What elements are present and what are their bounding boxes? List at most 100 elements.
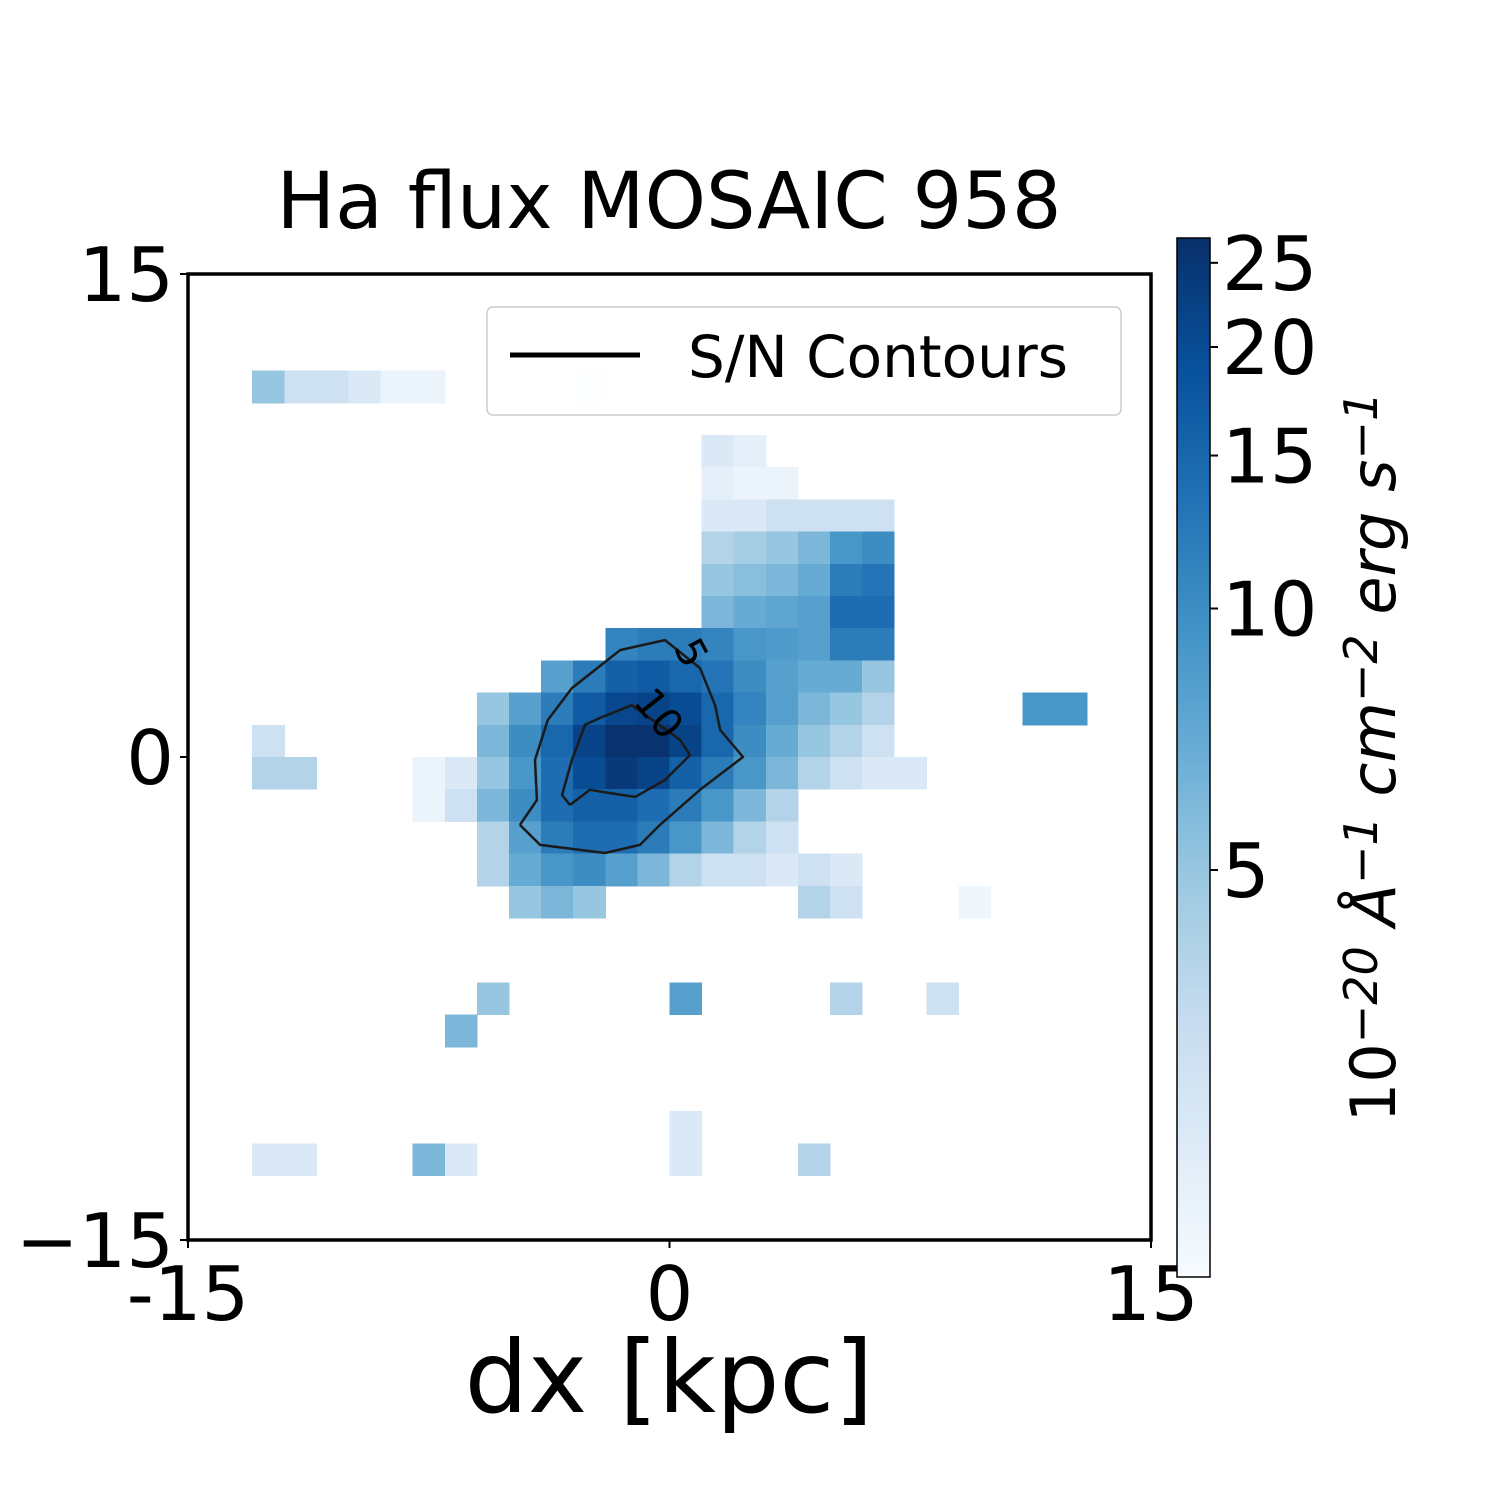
heatmap-cell [765,692,799,726]
heatmap-cell [476,692,510,726]
colorbar-tick-label: 10 [1222,566,1317,654]
heatmap-cell [444,789,478,822]
heatmap-cell [765,853,799,887]
colorbar-tick-label: 5 [1222,827,1270,915]
heatmap-cell [669,853,703,887]
heatmap-cell [412,370,446,404]
heatmap-cell [1022,692,1056,726]
heatmap-cell [252,370,285,404]
heatmap-cell [573,853,606,887]
heatmap-cell [797,596,831,629]
heatmap-cell [476,853,510,887]
heatmap-cell [765,531,799,565]
y-tick-label: 15 [79,231,174,319]
heatmap-cell [733,531,767,565]
heatmap-cell [733,628,767,661]
heatmap-cell [701,467,735,500]
heatmap-cell [830,499,863,533]
heatmap-cell [476,789,510,822]
heatmap-cell [509,885,542,919]
heatmap-cell [765,628,799,661]
heatmap-cell [733,467,767,500]
colorbar-label-part: Å [1337,884,1410,946]
heatmap-cell [830,563,863,597]
heatmap-cell [765,821,799,855]
heatmap-cell [637,853,670,887]
heatmap-cell [830,531,863,565]
heatmap-cell [476,757,510,790]
heatmap-cell [862,596,895,629]
heatmap-cell [830,757,863,790]
heatmap-cell [509,692,542,726]
heatmap-cell [701,821,735,855]
heatmap-cell [380,370,414,404]
colorbar-label-part: 10 [1337,1043,1410,1122]
heatmap-cell [830,596,863,629]
heatmap-cell [765,660,799,694]
heatmap-cell [573,885,606,919]
heatmap-cell [476,821,510,855]
heatmap-cell [733,499,767,533]
heatmap-cell [765,789,799,822]
x-axis-label: dx [kpc] [465,1319,874,1436]
heatmap [252,370,1088,1177]
heatmap-cell [797,563,831,597]
contour-line [518,638,745,855]
heatmap-cell [862,563,895,597]
heatmap-cell [862,660,895,694]
heatmap-cell [862,628,895,661]
heatmap-cell [797,531,831,565]
heatmap-cell [765,563,799,597]
heatmap-cell [637,660,670,694]
heatmap-cell [348,370,382,404]
heatmap-cell [669,821,703,855]
heatmap-cell [252,1143,285,1177]
heatmap-cell [765,596,799,629]
heatmap-cell [701,789,735,822]
heatmap-cell [701,435,735,468]
heatmap-cell [797,1143,831,1177]
heatmap-cell [765,757,799,790]
colorbar-tick-label: 15 [1222,413,1317,501]
heatmap-cell [573,757,606,790]
heatmap-cell [701,853,735,887]
heatmap-cell [605,628,638,661]
heatmap-cell [733,789,767,822]
heatmap-cell [509,821,542,855]
heatmap-cell [509,853,542,887]
heatmap-cell [669,757,703,790]
heatmap-cell [733,563,767,597]
heatmap-cell [573,789,606,822]
contour-line [560,703,692,806]
heatmap-cell [669,1143,703,1177]
heatmap-cell [830,885,863,919]
x-tick-label: 0 [646,1250,694,1338]
heatmap-cell [605,757,638,790]
heatmap-cell [958,885,991,919]
colorbar-label-part: erg s [1337,460,1410,635]
heatmap-cell [541,724,574,758]
heatmap-cell [894,757,927,790]
heatmap-cell [637,757,670,790]
heatmap-cell [765,499,799,533]
heatmap-cell [733,660,767,694]
heatmap-cell [476,724,510,758]
heatmap-cell [669,982,703,1016]
heatmap-cell [252,724,285,758]
chart-title: Ha flux MOSAIC 958 [277,157,1062,247]
heatmap-cell [733,853,767,887]
heatmap-cell [412,757,446,790]
heatmap-cell [830,692,863,726]
heatmap-cell [605,660,638,694]
heatmap-cell [797,660,831,694]
y-tick-label: −15 [16,1197,174,1285]
heatmap-cell [797,885,831,919]
x-tick-label: -15 [127,1250,250,1338]
heatmap-cell [733,757,767,790]
heatmap-cell [284,757,317,790]
heatmap-cell [830,660,863,694]
heatmap-cell [862,499,895,533]
heatmap-cell [509,724,542,758]
